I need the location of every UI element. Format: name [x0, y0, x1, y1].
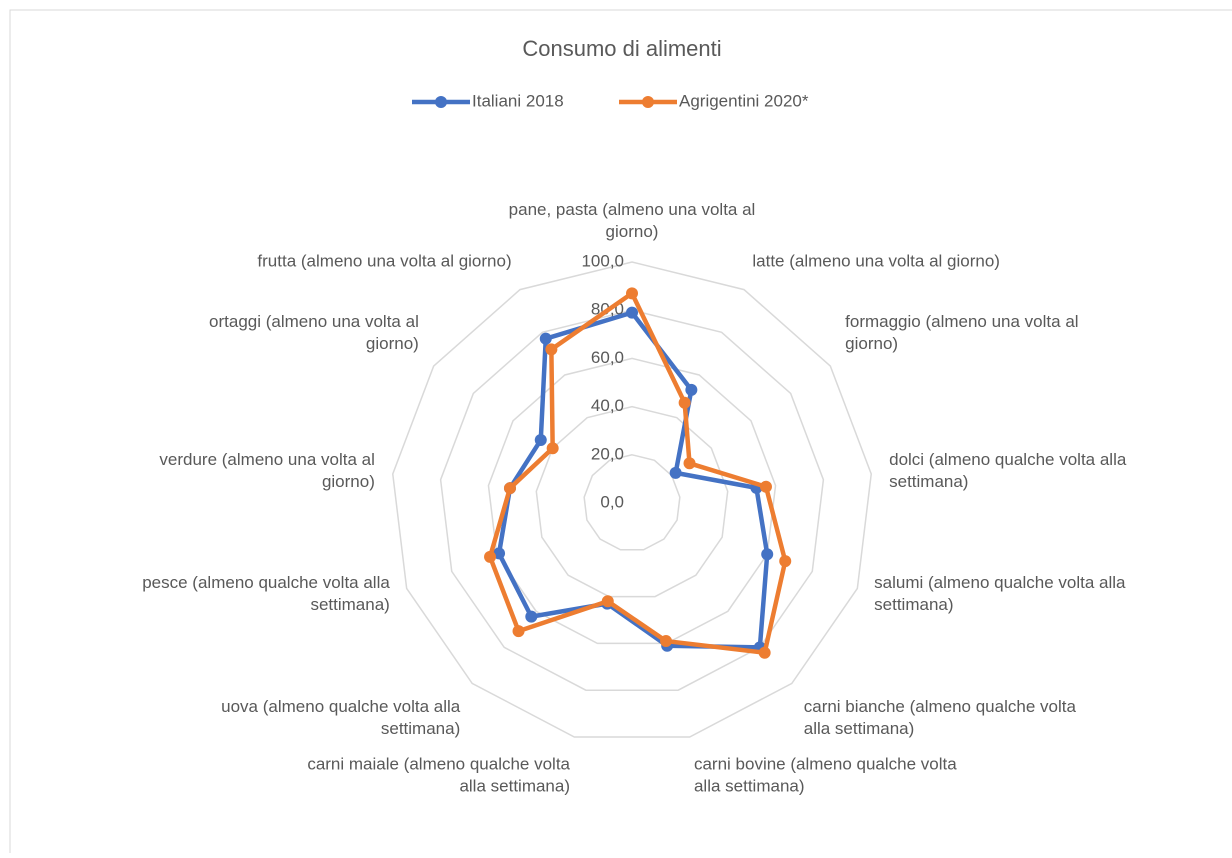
data-point: [484, 550, 497, 563]
data-point: [512, 625, 525, 638]
data-point: [525, 610, 538, 623]
legend-label: Agrigentini 2020*: [679, 91, 809, 110]
category-label: formaggio (almeno una volta al giorno): [845, 312, 1078, 353]
grid-ring: [391, 261, 873, 738]
data-point: [534, 434, 547, 447]
legend-label: Italiani 2018: [472, 91, 564, 110]
category-label: verdure (almeno una volta al giorno): [159, 450, 374, 491]
data-point: [503, 482, 516, 495]
chart-title: Consumo di alimenti: [522, 36, 721, 61]
y-tick-label: 20,0: [591, 444, 624, 463]
data-point: [493, 547, 506, 560]
category-label: frutta (almeno una volta al giorno): [257, 252, 511, 271]
y-tick-label: 60,0: [591, 348, 624, 367]
data-point: [758, 646, 771, 659]
category-label: dolci (almeno qualche volta alla settiman…: [889, 450, 1127, 491]
data-point: [678, 396, 691, 409]
y-tick-label: 40,0: [591, 396, 624, 415]
data-point: [759, 480, 772, 493]
data-point: [660, 635, 673, 648]
data-point: [601, 595, 614, 608]
data-point: [539, 332, 552, 345]
data-point: [779, 555, 792, 568]
category-label: pesce (almeno qualche volta alla settiman…: [142, 573, 390, 614]
category-label: carni bovine (almeno qualche volta alla s…: [694, 755, 957, 796]
chart-frame: [9, 9, 1232, 858]
data-point: [626, 287, 638, 300]
data-point: [761, 548, 774, 561]
series-line: [496, 310, 770, 650]
data-point: [685, 383, 698, 396]
category-label: carni bianche (almeno qualche volta alla …: [804, 697, 1077, 738]
data-point: [626, 306, 638, 319]
data-point: [546, 442, 559, 455]
legend-marker: [435, 96, 447, 108]
series-line: [487, 291, 788, 655]
category-label: carni maiale (almeno qualche volta alla s…: [307, 755, 570, 796]
data-point: [683, 457, 696, 470]
y-tick-label: 0,0: [600, 492, 624, 511]
y-tick-label: 100,0: [581, 251, 624, 270]
category-label: latte (almeno una volta al giorno): [752, 252, 1000, 271]
category-label: uova (almeno qualche volta alla settimana…: [221, 697, 461, 738]
data-point: [545, 343, 558, 356]
category-label: salumi (almeno qualche volta alla settima…: [874, 573, 1126, 614]
grid-ring: [583, 454, 681, 551]
category-label: pane, pasta (almeno una volta al giorno): [509, 200, 756, 241]
legend-marker: [642, 96, 654, 108]
grid-ring: [439, 309, 825, 691]
grid-ring: [535, 405, 729, 598]
grid-ring: [487, 357, 777, 645]
data-point: [669, 466, 682, 479]
category-label: ortaggi (almeno una volta al giorno): [209, 312, 419, 353]
